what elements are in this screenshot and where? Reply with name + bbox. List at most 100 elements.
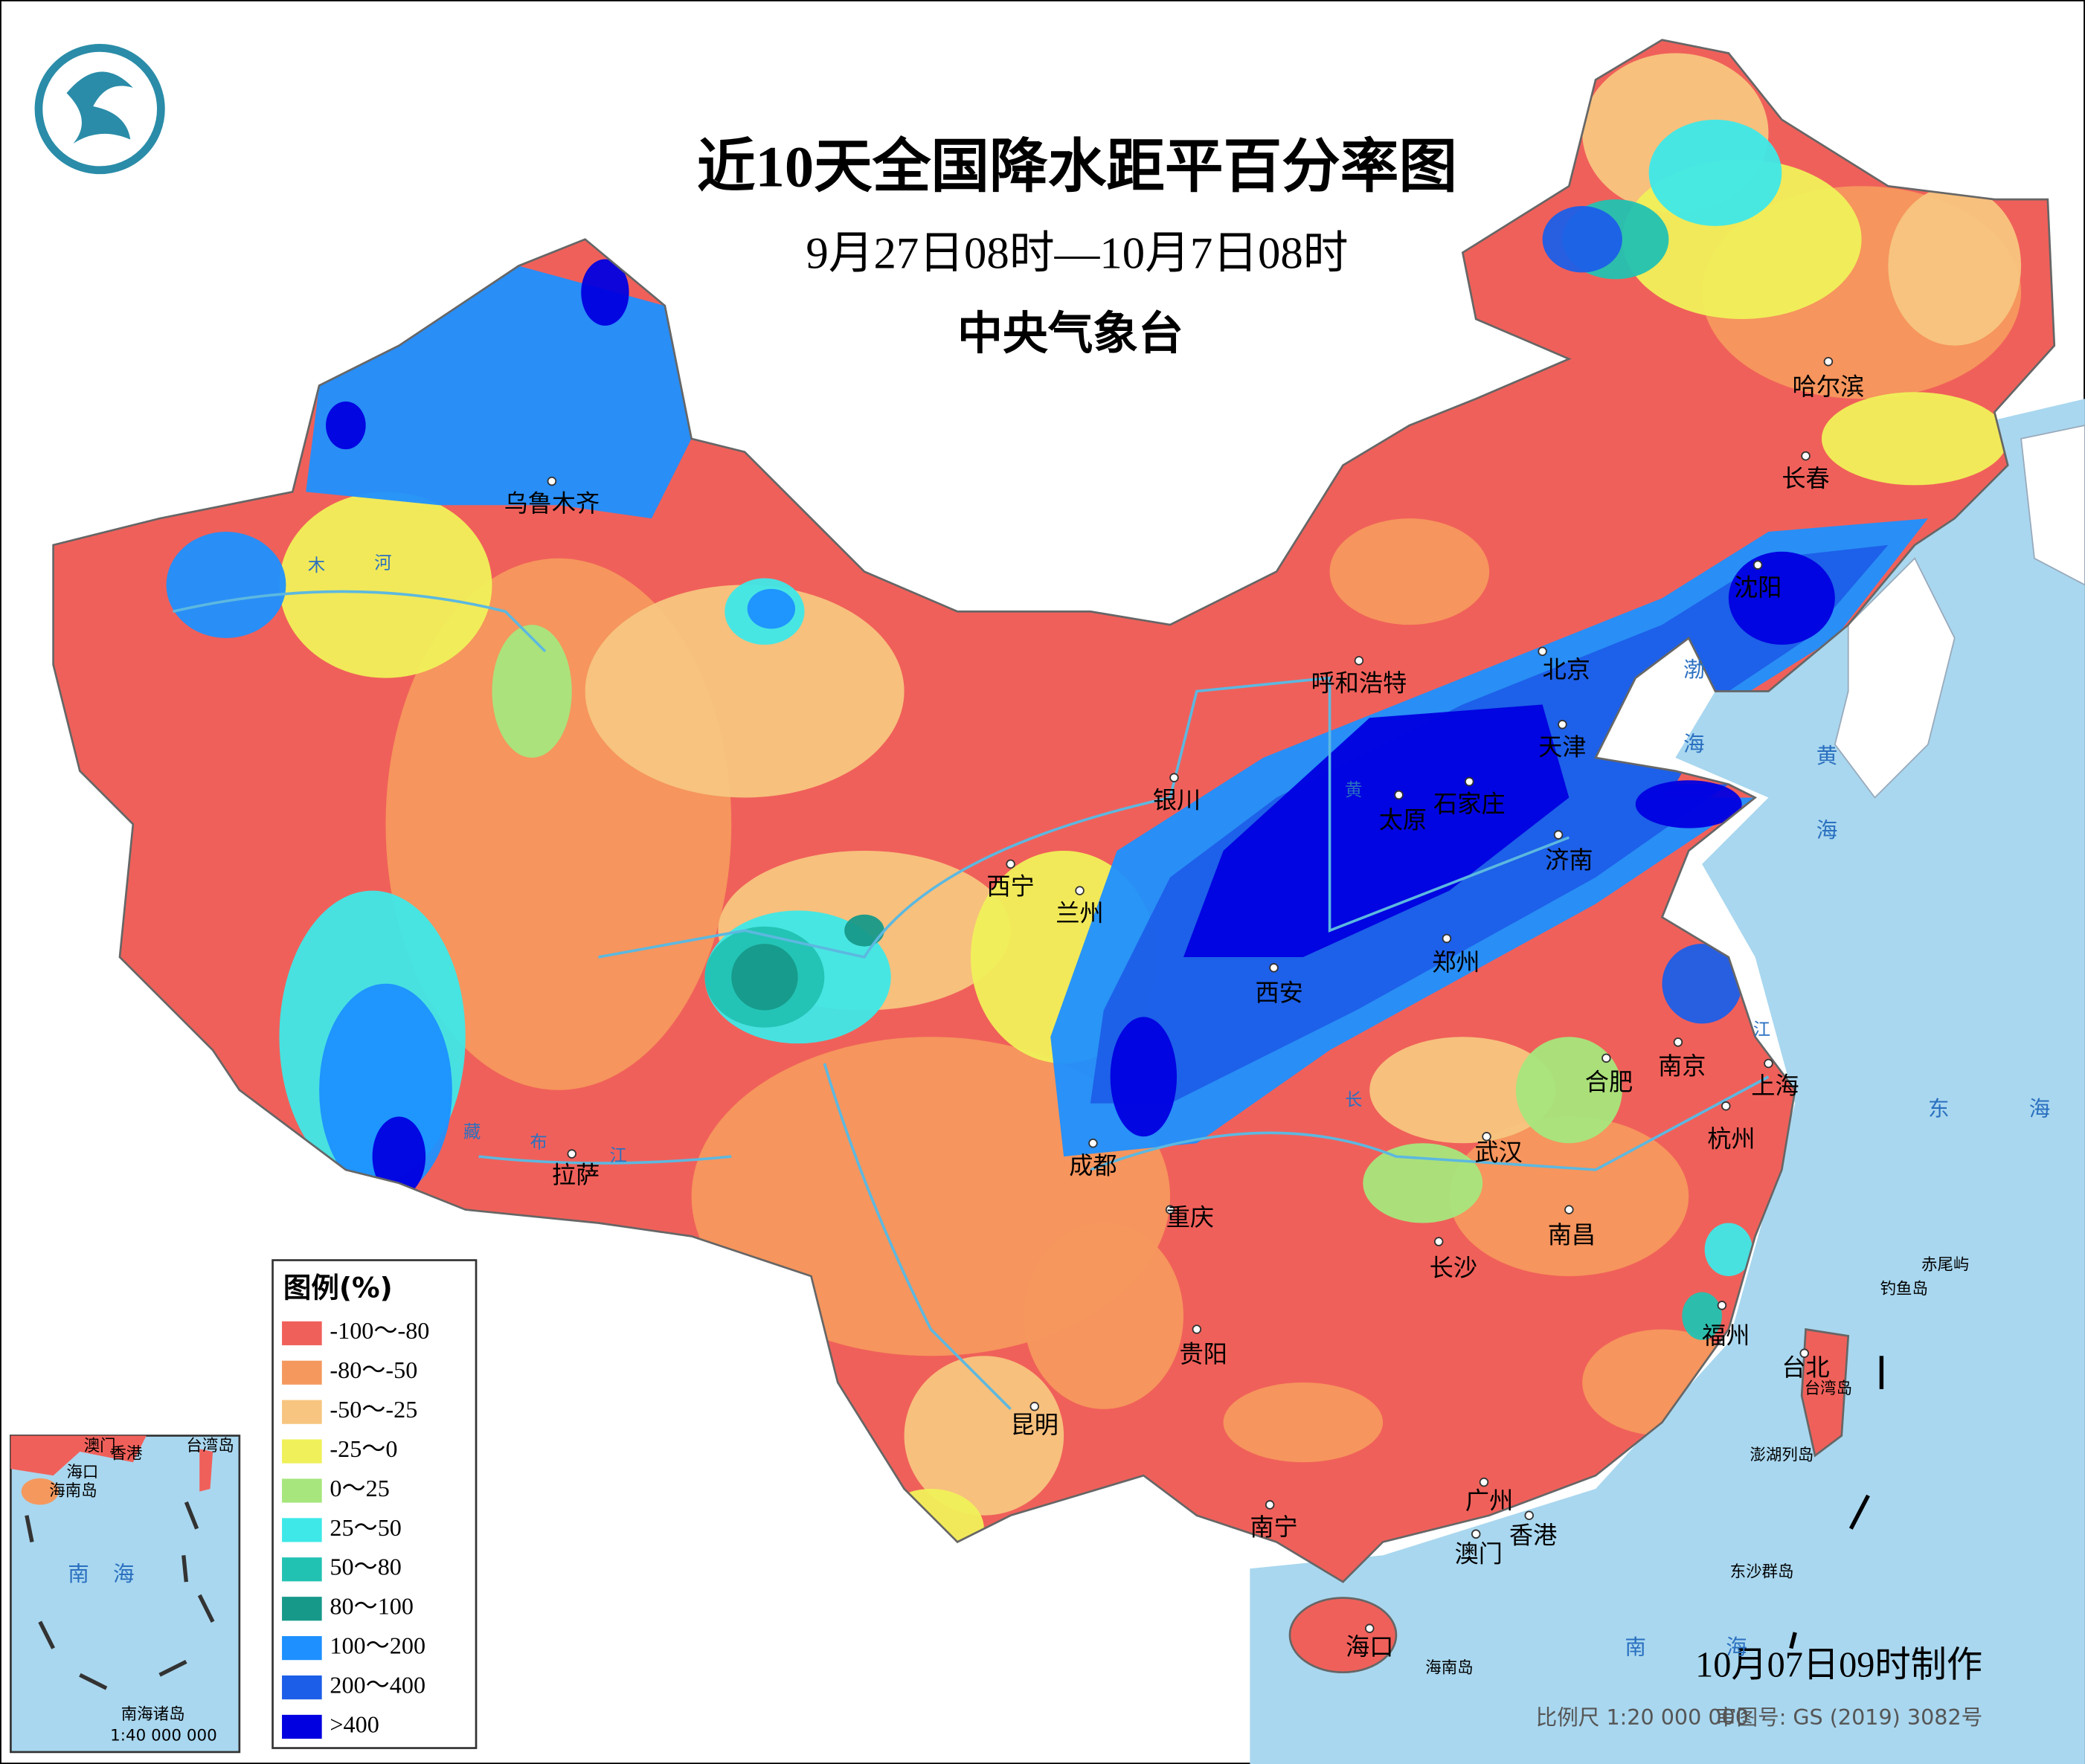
legend-label: 0～25: [330, 1475, 389, 1501]
city-dot: [1801, 451, 1811, 461]
legend-label: >400: [330, 1710, 379, 1737]
city-label: 贵阳: [1180, 1340, 1227, 1368]
river-label: 河: [374, 553, 391, 573]
city-label: 乌鲁木齐: [504, 489, 600, 518]
legend-label: -100～-80: [330, 1317, 429, 1344]
class-area: [904, 1356, 1064, 1516]
city-label: 南京: [1658, 1052, 1706, 1080]
inset-label: 海南岛: [49, 1482, 97, 1501]
city-dot: [1471, 1529, 1481, 1539]
issued: 10月07日09时制作: [1695, 1645, 1982, 1684]
city-dot: [1524, 1510, 1534, 1520]
city-label: 西安: [1256, 979, 1303, 1007]
city-label: 哈尔滨: [1793, 373, 1864, 401]
city-dot: [1753, 560, 1763, 570]
legend-label: 100～200: [330, 1632, 425, 1659]
class-area: [1648, 119, 1782, 226]
island-label: 东沙群岛: [1730, 1563, 1794, 1582]
city-dot: [1269, 963, 1279, 973]
inset-label: 海口: [66, 1464, 98, 1482]
island-label: 澎湖列岛: [1750, 1446, 1813, 1464]
city-label: 合肥: [1585, 1068, 1633, 1096]
class-area: [585, 585, 905, 798]
legend-label: 80～100: [330, 1593, 414, 1620]
city-dot: [1088, 1138, 1098, 1148]
city-dot: [1482, 1132, 1491, 1142]
class-area: [1728, 551, 1835, 645]
city-dot: [1721, 1101, 1731, 1111]
inset-scale: 1:40 000 000: [110, 1726, 217, 1745]
city-dot: [1553, 830, 1564, 840]
island-label: 钓鱼岛: [1880, 1280, 1928, 1298]
city-dot: [1442, 933, 1452, 944]
city-label: 西宁: [986, 872, 1034, 901]
legend-swatch: [282, 1636, 322, 1661]
class-area: [279, 492, 492, 678]
city-label: 兰州: [1056, 899, 1103, 927]
city-dot: [1433, 1237, 1444, 1246]
river-label: 长: [1345, 1090, 1362, 1110]
island-label: 海南岛: [1425, 1658, 1473, 1677]
boundary-mark: [1789, 1356, 1884, 1649]
city-label: 武汉: [1474, 1139, 1522, 1167]
class-area: [306, 265, 692, 519]
class-area: [1821, 392, 2008, 486]
city-label: 海口: [1346, 1632, 1393, 1661]
class-area: [1024, 1223, 1183, 1409]
sea-label: 渤海: [1680, 658, 1706, 807]
city-label: 昆明: [1011, 1411, 1058, 1439]
city-label: 南昌: [1548, 1220, 1596, 1249]
city-label: 福州: [1702, 1322, 1750, 1350]
class-area: [1449, 1116, 1689, 1276]
scale: 比例尺 1:20 000 000: [1536, 1705, 1749, 1730]
sea-label: 南海: [1625, 1634, 1827, 1659]
city-label: 拉萨: [552, 1161, 600, 1189]
city-dot: [1465, 776, 1474, 787]
class-area: [1223, 1382, 1384, 1463]
subtitle: 9月27日08时—10月7日08时: [806, 229, 1348, 279]
island-label: 台湾岛: [1805, 1380, 1852, 1398]
river-label: 布: [530, 1133, 547, 1153]
city-label: 台北: [1782, 1353, 1829, 1382]
city-dot: [1564, 1205, 1574, 1214]
river-label: 黄: [1345, 780, 1362, 800]
class-area: [326, 401, 366, 450]
legend-swatch: [282, 1321, 322, 1345]
city-dot: [1602, 1053, 1611, 1063]
city-label: 银川: [1153, 786, 1201, 814]
city-dot: [1192, 1324, 1202, 1334]
legend-swatch: [282, 1518, 322, 1542]
inset-label: 南海诸岛: [121, 1705, 185, 1724]
river-label: 江: [1753, 1020, 1770, 1040]
city-label: 澳门: [1455, 1539, 1503, 1568]
city-dot: [1823, 356, 1834, 367]
class-area: [1110, 1017, 1178, 1137]
city-dot: [1538, 646, 1547, 657]
class-area: [1662, 944, 1742, 1024]
city-label: 石家庄: [1433, 790, 1505, 818]
legend-swatch: [282, 1439, 322, 1464]
class-area: [581, 259, 629, 326]
class-area: [166, 531, 286, 638]
city-dot: [1029, 1401, 1040, 1411]
city-label: 广州: [1465, 1487, 1513, 1515]
class-area: [1515, 1037, 1622, 1144]
city-dot: [1169, 773, 1179, 782]
city-dot: [1717, 1301, 1727, 1310]
inset-label: 台湾岛: [186, 1437, 234, 1455]
legend-label: -25～0: [330, 1435, 397, 1462]
legend-swatch: [282, 1597, 322, 1621]
sea-label: 东海: [1928, 1096, 2085, 1121]
city-label: 杭州: [1707, 1125, 1755, 1153]
legend-label: 200～400: [330, 1671, 425, 1698]
river-label: 江: [610, 1146, 627, 1166]
inset-label: 香港: [110, 1445, 142, 1464]
city-dot: [1354, 656, 1364, 666]
city-dot: [1479, 1477, 1489, 1487]
title: 近10天全国降水距平百分率图: [697, 135, 1457, 199]
city-dot: [1558, 719, 1567, 730]
city-label: 成都: [1069, 1151, 1117, 1179]
legend-label: 25～50: [330, 1514, 401, 1541]
class-area: [1183, 704, 1570, 957]
